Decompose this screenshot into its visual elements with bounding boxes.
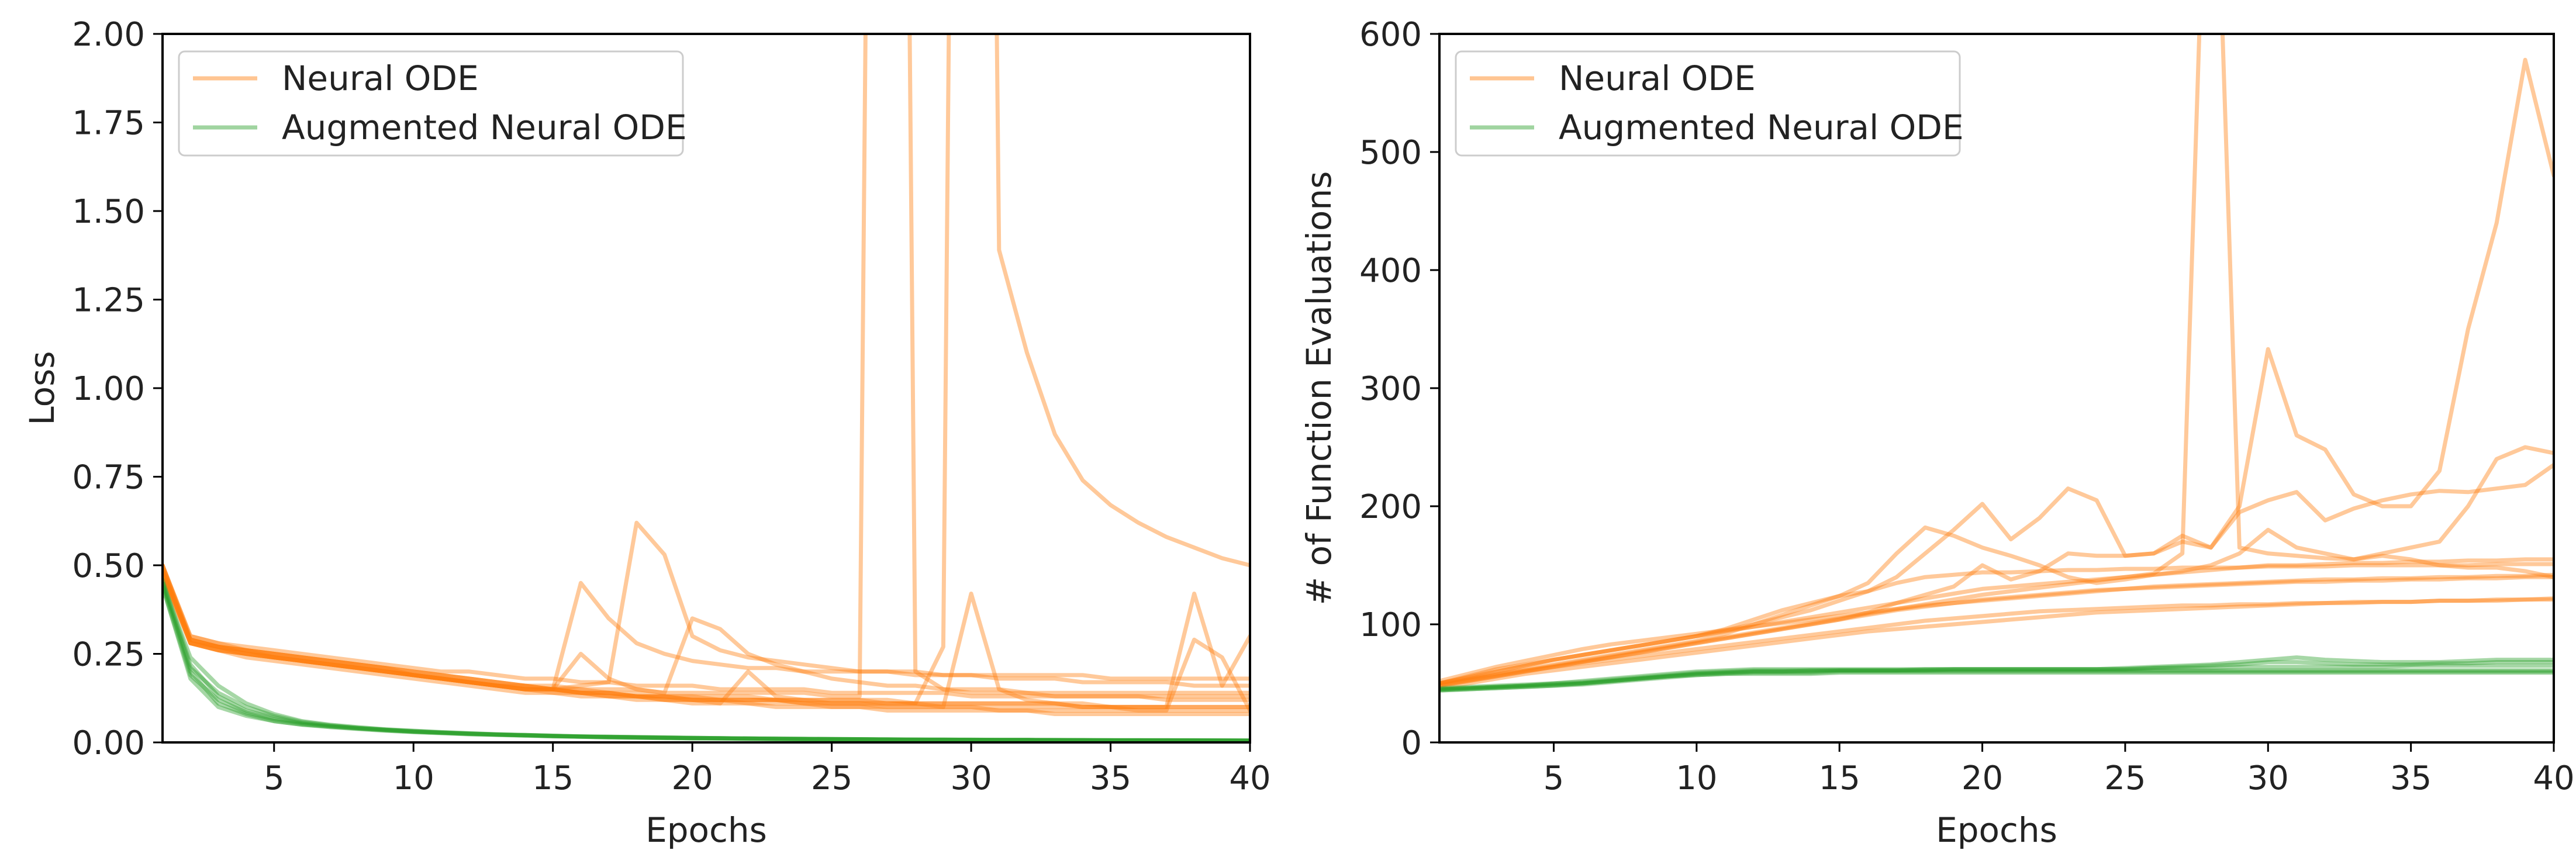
nfe-series-group	[1439, 34, 2554, 693]
nfe-x-tick-label: 15	[1819, 759, 1860, 797]
loss-x-tick-label: 40	[1229, 759, 1270, 797]
nfe-x-axis-label: Epochs	[1936, 810, 2057, 850]
nfe-y-axis-label: # of Function Evaluations	[1299, 171, 1339, 606]
loss-neural-ode-line-0	[163, 563, 1250, 709]
nfe-neural-ode-line-7	[1439, 462, 2554, 688]
nfe-y-tick-label: 500	[1359, 134, 1422, 172]
loss-y-axis-label: Loss	[22, 351, 62, 425]
loss-x-tick-label: 20	[672, 759, 713, 797]
loss-x-tick-label: 5	[264, 759, 285, 797]
loss-x-tick-label: 30	[950, 759, 992, 797]
nfe-legend: Neural ODE Augmented Neural ODE	[1455, 50, 1964, 157]
nfe-neural-ode-line-8	[1439, 57, 2554, 686]
loss-y-tick-label: 0.25	[72, 636, 145, 674]
nfe-neural-ode-line-9	[1439, 34, 2554, 687]
nfe-legend-box	[1455, 50, 1961, 157]
nfe-augmented-neural-ode-line-10	[1439, 668, 2554, 692]
nfe-y-tick-label: 400	[1359, 252, 1422, 290]
loss-legend: Neural ODE Augmented Neural ODE	[178, 50, 687, 157]
nfe-x-tick-label: 10	[1676, 759, 1717, 797]
nfe-x-tick-label: 40	[2533, 759, 2574, 797]
loss-y-tick-label: 1.25	[72, 282, 145, 320]
loss-neural-ode-line-5	[163, 566, 1250, 692]
nfe-neural-ode-line-4	[1439, 597, 2554, 687]
nfe-neural-ode-line-1	[1439, 575, 2554, 688]
loss-y-tick-label: 2.00	[72, 16, 145, 54]
loss-y-tick-label: 1.00	[72, 370, 145, 408]
loss-series-group	[163, 34, 1250, 742]
nfe-neural-ode-line-5	[1439, 562, 2554, 686]
nfe-neural-ode-line-0	[1439, 557, 2554, 686]
loss-neural-ode-line-3	[163, 563, 1250, 702]
nfe-augmented-neural-ode-line-13	[1439, 655, 2554, 692]
loss-augmented-neural-ode-line-12	[163, 580, 1250, 742]
loss-augmented-neural-ode-line-17	[163, 580, 1250, 742]
loss-legend-box	[178, 50, 684, 157]
loss-y-tick-label: 0.00	[72, 724, 145, 762]
nfe-y-tick-label: 600	[1359, 16, 1422, 54]
nfe-y-tick-label: 300	[1359, 370, 1422, 408]
nfe-x-tick-label: 20	[1962, 759, 2003, 797]
loss-x-tick-label: 25	[811, 759, 852, 797]
loss-neural-ode-line-9	[163, 566, 1250, 713]
loss-y-tick-label: 1.75	[72, 105, 145, 143]
loss-x-axis-label: Epochs	[645, 810, 767, 850]
nfe-legend-label-augmented-neural-ode: Augmented Neural ODE	[1559, 108, 1964, 147]
loss-augmented-neural-ode-line-14	[163, 577, 1250, 742]
loss-neural-ode-line-1	[163, 566, 1250, 709]
function-evaluations-chart: 5 10 15 20 25 30 35 400100200300400500600Epochs…	[1299, 16, 2575, 850]
loss-chart: 5 10 15 20 25 30 35 40 0.00 0.25 0.50 0.75 1.00 1.25 1…	[22, 16, 1271, 850]
loss-x-tick-label: 15	[532, 759, 574, 797]
nfe-augmented-neural-ode-line-11	[1439, 669, 2554, 693]
nfe-neural-ode-line-3	[1439, 596, 2554, 690]
nfe-legend-label-neural-ode: Neural ODE	[1559, 58, 1756, 98]
loss-x-tick-label: 10	[393, 759, 434, 797]
nfe-x-tick-label: 35	[2390, 759, 2432, 797]
loss-y-tick-label: 0.75	[72, 459, 145, 497]
loss-augmented-neural-ode-line-15	[163, 580, 1250, 742]
nfe-x-tick-label: 25	[2104, 759, 2146, 797]
loss-neural-ode-line-7	[163, 563, 1250, 695]
nfe-neural-ode-line-2	[1439, 572, 2554, 683]
loss-y-tick-label: 1.50	[72, 193, 145, 231]
loss-y-tick-label: 0.50	[72, 547, 145, 585]
nfe-augmented-neural-ode-line-14	[1439, 671, 2554, 693]
nfe-augmented-neural-ode-line-12	[1439, 660, 2554, 690]
nfe-augmented-neural-ode-line-15	[1439, 663, 2554, 692]
loss-legend-label-neural-ode: Neural ODE	[282, 58, 479, 98]
loss-augmented-neural-ode-line-13	[163, 584, 1250, 742]
loss-legend-label-augmented-neural-ode: Augmented Neural ODE	[282, 108, 687, 147]
loss-neural-ode-line-2	[163, 570, 1250, 713]
nfe-x-tick-label: 5	[1543, 759, 1565, 797]
nfe-x-tick-label: 30	[2247, 759, 2289, 797]
nfe-y-tick-label: 100	[1359, 606, 1422, 644]
nfe-y-tick-label: 0	[1401, 724, 1422, 762]
loss-neural-ode-line-10	[163, 34, 1250, 699]
loss-neural-ode-line-4	[163, 573, 1250, 716]
loss-x-tick-label: 35	[1090, 759, 1131, 797]
loss-neural-ode-line-11	[163, 34, 1250, 706]
nfe-y-tick-label: 200	[1359, 488, 1422, 526]
loss-neural-ode-line-8	[163, 570, 1250, 709]
loss-neural-ode-line-6	[163, 520, 1250, 692]
nfe-neural-ode-line-6	[1439, 525, 2554, 686]
loss-augmented-neural-ode-line-16	[163, 584, 1250, 742]
